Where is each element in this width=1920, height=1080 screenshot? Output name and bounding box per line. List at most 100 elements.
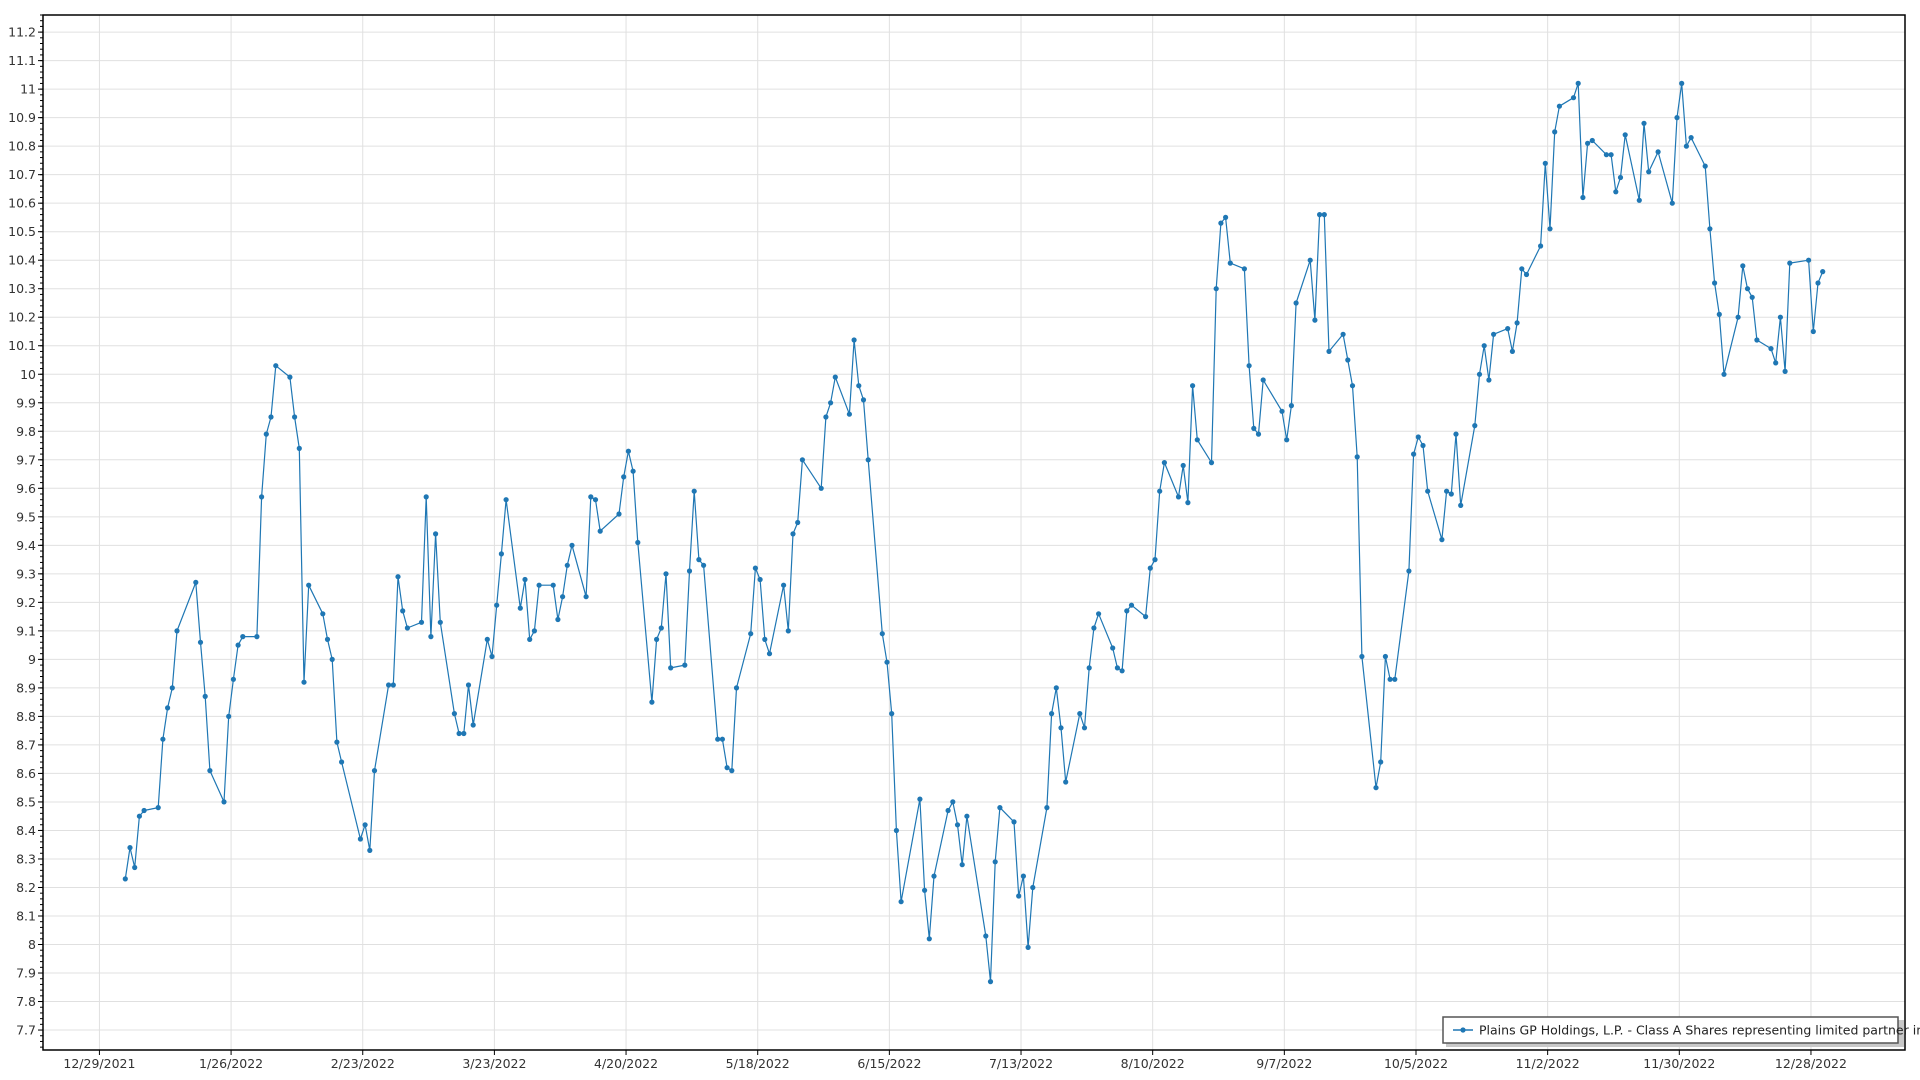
data-point: [1020, 873, 1026, 879]
data-point: [686, 568, 693, 574]
data-point: [799, 457, 806, 463]
legend-box: [1442, 1016, 1899, 1044]
data-point: [1688, 135, 1694, 141]
data-point: [503, 497, 509, 503]
data-point: [785, 628, 791, 634]
data-point: [696, 557, 702, 563]
x-tick-label: 5/18/2022: [726, 1056, 790, 1071]
data-point: [1387, 676, 1393, 682]
data-point: [1152, 557, 1158, 563]
data-point: [1326, 348, 1332, 354]
data-point: [301, 679, 307, 685]
data-point: [1613, 189, 1619, 195]
data-point: [531, 628, 538, 634]
data-point: [1175, 494, 1182, 500]
data-point: [273, 363, 279, 369]
x-tick-label: 3/23/2022: [462, 1056, 526, 1071]
data-point: [1542, 160, 1548, 166]
data-point: [625, 448, 632, 454]
data-point: [1321, 212, 1327, 218]
y-tick-label: 10.4: [8, 253, 36, 268]
data-point: [334, 739, 340, 745]
data-point: [395, 574, 401, 580]
data-point: [1081, 725, 1088, 731]
data-point: [781, 582, 787, 588]
data-point: [207, 768, 213, 774]
data-point: [230, 676, 236, 682]
data-point: [752, 565, 759, 571]
data-point: [1091, 625, 1097, 631]
data-point: [649, 699, 655, 705]
data-point: [1777, 314, 1783, 320]
data-point: [202, 693, 208, 700]
data-point: [964, 813, 970, 819]
legend-label: Plains GP Holdings, L.P. - Class A Share…: [1479, 1023, 1920, 1038]
data-point: [371, 768, 378, 774]
y-tick-label: 8.5: [16, 794, 36, 809]
x-tick-label: 11/30/2022: [1643, 1056, 1715, 1071]
data-point: [320, 611, 326, 617]
legend: Plains GP Holdings, L.P. - Class A Share…: [1442, 1016, 1920, 1047]
y-tick-label: 9.3: [16, 566, 36, 581]
x-tick-label: 10/5/2022: [1384, 1056, 1448, 1071]
data-point: [1180, 462, 1186, 469]
y-tick-label: 9.6: [16, 481, 36, 496]
data-point: [569, 542, 575, 548]
y-tick-label: 8.1: [16, 908, 36, 923]
y-tick-label: 9.8: [16, 424, 36, 439]
data-point: [1077, 711, 1083, 717]
y-tick-label: 10.3: [8, 281, 36, 296]
data-point: [1030, 884, 1036, 891]
data-point: [1086, 665, 1092, 671]
data-point: [1119, 668, 1125, 674]
data-point: [1415, 434, 1421, 440]
x-tick-label: 7/13/2022: [989, 1056, 1053, 1071]
data-point: [701, 562, 707, 568]
data-point: [1768, 346, 1774, 352]
data-point: [1246, 363, 1252, 369]
data-point: [828, 400, 834, 406]
data-point: [268, 414, 274, 420]
data-point: [950, 799, 956, 805]
data-point: [1636, 197, 1642, 203]
data-point: [931, 873, 937, 879]
data-point: [724, 765, 730, 771]
data-point: [386, 682, 392, 688]
data-point: [884, 659, 890, 665]
data-point: [1044, 805, 1050, 811]
data-point: [550, 582, 556, 588]
data-point: [367, 847, 373, 854]
data-point: [1025, 944, 1031, 951]
data-point: [517, 605, 523, 611]
data-point: [635, 539, 641, 546]
y-tick-label: 8.7: [16, 737, 36, 752]
data-point: [1213, 286, 1219, 292]
data-point: [1420, 442, 1426, 449]
data-point: [1712, 280, 1718, 286]
series-line: [124, 82, 1824, 983]
y-tick-label: 7.7: [16, 1023, 36, 1038]
x-tick-label: 1/26/2022: [199, 1056, 263, 1071]
data-point: [1016, 893, 1022, 899]
data-point: [592, 497, 599, 503]
data-point: [287, 374, 293, 380]
data-point: [1227, 260, 1233, 266]
data-point: [1575, 80, 1581, 86]
data-point: [418, 619, 425, 625]
y-tick-label: 10.5: [8, 224, 36, 239]
data-point: [329, 656, 335, 663]
data-point: [1476, 371, 1483, 377]
data-point: [1392, 676, 1398, 682]
data-point: [1194, 437, 1200, 443]
data-point: [1514, 320, 1520, 326]
data-point: [132, 864, 138, 871]
data-point: [597, 528, 603, 534]
data-point: [766, 651, 773, 657]
data-point: [1683, 143, 1689, 149]
data-point: [1754, 337, 1760, 343]
data-point: [1622, 132, 1628, 138]
data-point: [127, 845, 133, 851]
data-point: [259, 494, 265, 500]
data-point: [1646, 169, 1652, 175]
